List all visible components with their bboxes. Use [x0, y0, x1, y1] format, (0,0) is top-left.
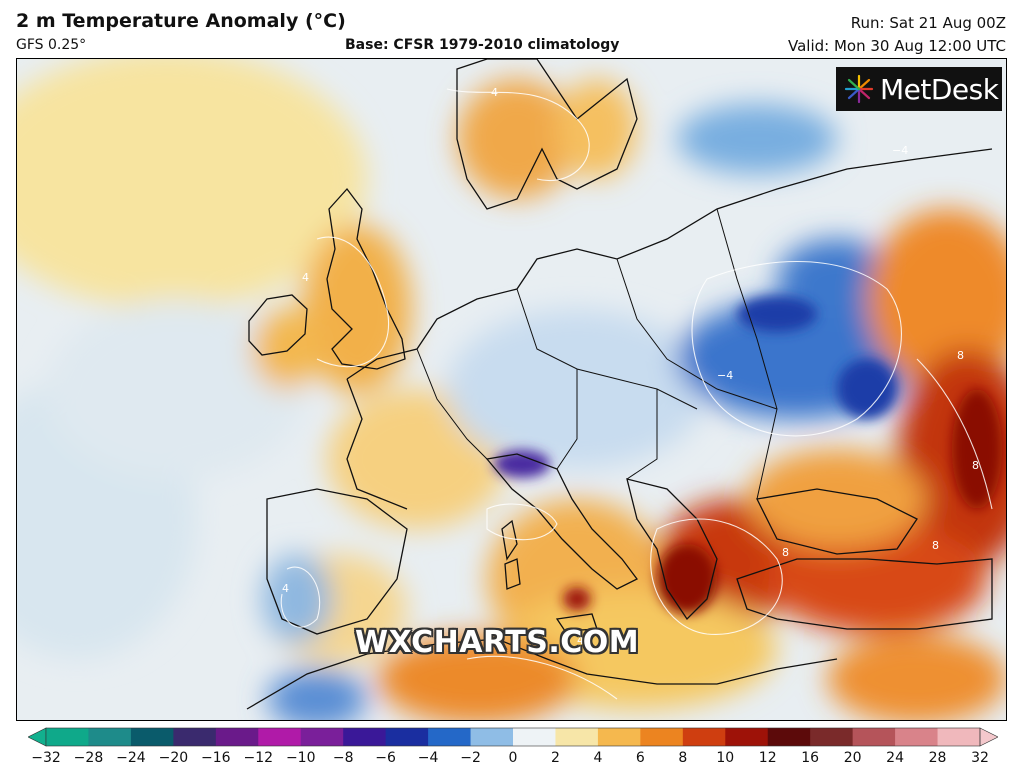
colorbar-tick-label: 12: [758, 750, 777, 766]
metdesk-logo: MetDesk: [836, 67, 1002, 111]
colorbar-tick-label: 2: [550, 750, 560, 766]
colorbar-segment: [725, 728, 769, 746]
colorbar-tick-label: −24: [116, 750, 146, 766]
colorbar-tick-label: −12: [243, 750, 274, 766]
colorbar-tick-label: −20: [158, 750, 189, 766]
contour-label: 8: [957, 349, 964, 362]
colorbar-segment: [88, 728, 132, 746]
colorbar-segment: [597, 728, 641, 746]
colorbar-tick-label: 32: [971, 750, 989, 766]
map-canvas: [17, 59, 1006, 720]
colorbar-segment: [300, 728, 344, 746]
colorbar-tick-label: −16: [201, 750, 231, 766]
contour-label: 4: [577, 634, 584, 647]
logo-text: MetDesk: [880, 72, 999, 106]
colorbar-segment: [555, 728, 599, 746]
colorbar-tick-label: −10: [285, 750, 316, 766]
colorbar-segment: [470, 728, 514, 746]
valid-time-label: Valid: Mon 30 Aug 12:00 UTC: [787, 37, 1006, 55]
colorbar-segment: [173, 728, 217, 746]
colorbar-segment: [937, 728, 981, 746]
metdesk-star-icon: [844, 74, 874, 104]
colorbar-max-arrow: [979, 727, 998, 747]
colorbar-tick-label: 16: [801, 750, 820, 766]
colorbar-min-arrow: [28, 727, 47, 747]
colorbar-segment: [343, 728, 387, 746]
contour-label: 4: [302, 271, 309, 284]
colorbar-tick-label: 0: [508, 750, 518, 766]
coastlines: [246, 59, 993, 710]
colorbar-tick-label: 28: [928, 750, 947, 766]
base-climatology-label: Base: CFSR 1979-2010 climatology: [345, 37, 620, 53]
colorbar-tick-label: −2: [460, 750, 481, 766]
contour-label: 4: [282, 582, 289, 595]
colorbar-segment: [640, 728, 684, 746]
contour-label: 8: [932, 539, 939, 552]
colorbar-segment: [895, 728, 939, 746]
contour-label: −4: [717, 369, 734, 382]
contour-lines: [280, 88, 993, 700]
colorbar-tick-label: 6: [635, 750, 645, 766]
colorbar-segment: [682, 728, 726, 746]
colorbar-tick-label: −32: [31, 750, 61, 766]
colorbar-tick-label: 10: [716, 750, 735, 766]
contour-label: 4: [491, 86, 498, 99]
colorbar-tick-label: 4: [593, 750, 603, 766]
colorbar-segment: [852, 728, 896, 746]
colorbar-ticks: −32 −28 −24 −20 −16 −12 −10 −8 −6 −4 −2 0 2 4 6 8 10 12 16…: [0, 750, 1024, 770]
colorbar-tick-label: −6: [375, 750, 396, 766]
colorbar-tick-label: −8: [332, 750, 354, 766]
colorbar-segment: [385, 728, 429, 746]
colorbar-segment: [513, 728, 557, 746]
colorbar-tick-label: −4: [417, 750, 439, 766]
colorbar-segment: [810, 728, 854, 746]
colorbar-segment: [258, 728, 302, 746]
colorbar-segment: [215, 728, 259, 746]
chart-title: 2 m Temperature Anomaly (°C): [16, 10, 346, 32]
colorbar-segment: [46, 728, 90, 746]
wxcharts-watermark: WXCHARTS.COM: [355, 625, 640, 660]
contour-label: 8: [782, 546, 789, 559]
colorbar-tick-label: 24: [886, 750, 904, 766]
colorbar-tick-label: 20: [843, 750, 862, 766]
run-time-label: Run: Sat 21 Aug 00Z: [850, 14, 1006, 32]
colorbar-tick-label: 8: [678, 750, 688, 766]
temperature-anomaly-map[interactable]: 4 4 8 8 8 −4 −4 4 8 4 MetDesk: [16, 58, 1007, 721]
colorbar-segment: [428, 728, 472, 746]
model-label: GFS 0.25°: [16, 37, 87, 53]
contour-label: 8: [972, 459, 979, 472]
colorbar-tick-label: −28: [73, 750, 104, 766]
colorbar: [28, 727, 998, 747]
colorbar-segment: [767, 728, 811, 746]
contour-label: −4: [892, 144, 909, 157]
colorbar-segment: [130, 728, 174, 746]
